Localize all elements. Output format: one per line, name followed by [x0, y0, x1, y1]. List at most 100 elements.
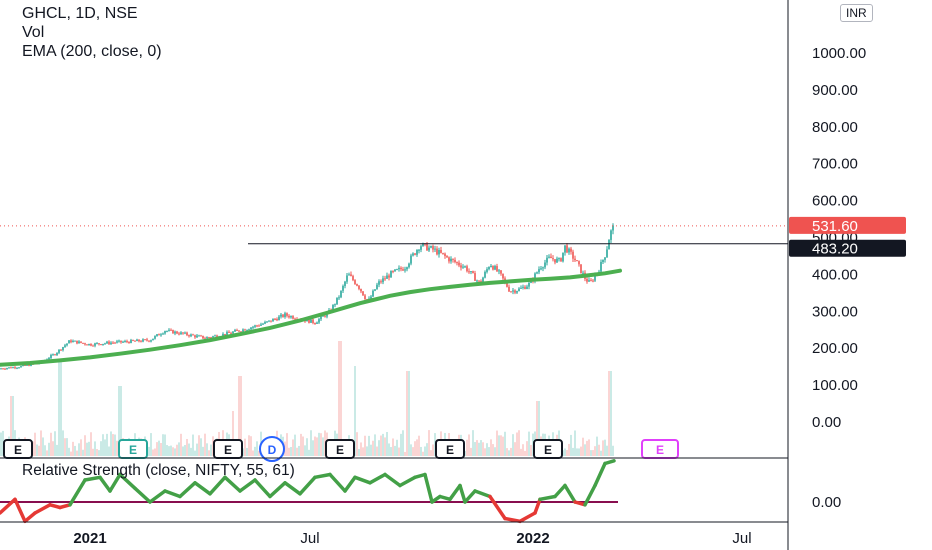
rs-segment	[68, 478, 87, 507]
earnings-marker[interactable]: E	[533, 439, 563, 459]
candle-body	[224, 333, 226, 336]
volume-bar	[248, 435, 250, 456]
volume-bar	[584, 444, 586, 456]
candle-body	[118, 340, 120, 342]
candle-body	[82, 342, 84, 344]
rs-indicator-title[interactable]: Relative Strength (close, NIFTY, 55, 61)	[22, 462, 295, 479]
volume-bar	[492, 444, 494, 456]
candle-body	[458, 262, 460, 266]
time-axis[interactable]: 2021 Jul 2022 Jul	[73, 530, 751, 547]
volume-bar	[378, 440, 380, 456]
volume-bar	[320, 433, 322, 456]
volume-bar	[572, 447, 574, 456]
candle-body	[132, 339, 134, 341]
earnings-marker[interactable]: E	[325, 439, 355, 459]
candle-body	[466, 266, 468, 272]
candle-body	[482, 277, 484, 283]
volume-bar	[308, 449, 310, 456]
volume-bar	[258, 450, 260, 456]
volume-bar	[318, 432, 320, 456]
candle-body	[394, 269, 396, 272]
symbol-title[interactable]: GHCL, 1D, NSE	[22, 5, 138, 22]
chart-legend[interactable]: GHCL, 1D, NSE Vol EMA (200, close, 0)	[22, 4, 162, 61]
volume-bar	[72, 441, 74, 456]
candle-body	[428, 247, 430, 251]
candle-body	[162, 333, 164, 335]
volume-bar	[470, 447, 472, 456]
volume-bar	[386, 432, 388, 456]
candle-body	[20, 366, 22, 368]
volume-bar	[184, 445, 186, 456]
volume-bar	[86, 442, 88, 456]
volume-bar	[298, 445, 300, 456]
volume-legend[interactable]: Vol	[22, 24, 45, 41]
rs-segment	[163, 489, 182, 499]
rs-segment	[313, 472, 332, 480]
candle-body	[248, 329, 250, 331]
volume-bar	[90, 432, 92, 456]
price-tick-label: 600.00	[812, 193, 858, 210]
volume-bar	[296, 447, 298, 456]
candle-body	[120, 340, 122, 343]
rs-segment	[488, 494, 507, 521]
candle-body	[358, 285, 360, 289]
volume-bar	[36, 444, 38, 456]
volume-bar	[486, 443, 488, 456]
candle-body	[80, 341, 82, 343]
candle-body	[414, 253, 416, 255]
volume-bar	[468, 434, 470, 456]
candle-body	[72, 340, 74, 343]
candle-body	[340, 290, 342, 298]
candle-body	[476, 280, 478, 282]
candle-body	[580, 264, 582, 274]
price-axis[interactable]: 1000.00900.00800.00700.00600.00500.00400…	[812, 45, 866, 431]
volume-bar	[168, 446, 170, 456]
candle-body	[416, 250, 418, 255]
earnings-marker[interactable]: E	[118, 439, 148, 459]
candle-body	[338, 297, 340, 299]
rs-segment	[33, 503, 52, 515]
volume-bar	[70, 451, 72, 456]
future-earnings-marker[interactable]: E	[641, 439, 679, 459]
volume-bar	[12, 396, 14, 456]
candle-body	[412, 253, 414, 256]
volume-bar	[254, 446, 256, 456]
volume-bar	[400, 433, 402, 456]
volume-bar	[604, 439, 606, 456]
volume-bar	[568, 443, 570, 456]
earnings-marker[interactable]: E	[3, 439, 33, 459]
volume-bar	[598, 444, 600, 456]
volume-bar	[360, 442, 362, 456]
volume-bar	[300, 433, 302, 456]
volume-bar	[410, 444, 412, 456]
candle-body	[230, 332, 232, 334]
candle-body	[288, 315, 290, 318]
volume-bar	[34, 432, 36, 456]
volume-bar	[404, 451, 406, 456]
volume-bar	[384, 437, 386, 456]
candle-body	[160, 334, 162, 336]
ema-legend[interactable]: EMA (200, close, 0)	[22, 43, 162, 60]
candle-body	[242, 329, 244, 332]
rs-axis[interactable]: 0.00	[812, 494, 841, 511]
volume-bar	[232, 411, 234, 456]
dividend-marker[interactable]: D	[259, 436, 285, 462]
volume-bar	[416, 439, 418, 456]
candle-body	[548, 256, 550, 258]
earnings-marker[interactable]: E	[435, 439, 465, 459]
volume-bar	[50, 432, 52, 456]
volume-bar	[388, 443, 390, 456]
volume-bar	[506, 448, 508, 456]
earnings-marker[interactable]: E	[213, 439, 243, 459]
currency-badge[interactable]: INR	[840, 4, 873, 22]
candle-body	[128, 341, 130, 344]
rs-segment	[98, 475, 112, 493]
candle-body	[586, 278, 588, 282]
candle-body	[238, 330, 240, 332]
candle-body	[554, 259, 556, 263]
candle-body	[344, 281, 346, 286]
ema-200-line	[0, 268, 622, 367]
candle-body	[168, 329, 170, 331]
volume-bar	[110, 431, 112, 456]
